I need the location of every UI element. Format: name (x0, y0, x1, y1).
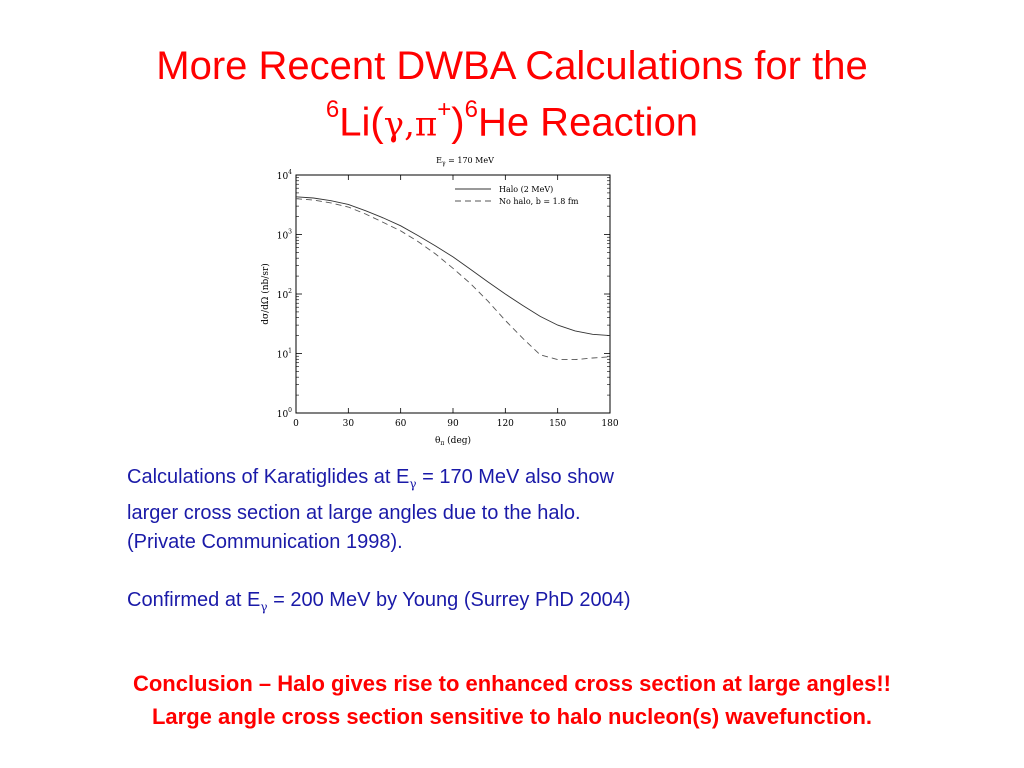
x-tick-label-60: 60 (395, 419, 407, 429)
chart-title: Eγ = 170 MeV (436, 156, 494, 167)
gamma-symbol: γ (383, 104, 405, 145)
pi-symbol: π (414, 104, 438, 145)
conclusion-text: Conclusion – Halo gives rise to enhanced… (0, 667, 1024, 733)
y-axis-label: dσ/dΩ (nb/sr) (260, 263, 271, 325)
plot-frame (295, 174, 611, 414)
confirmation-line: Confirmed at Eγ = 200 MeV by Young (Surr… (127, 589, 631, 614)
y-axis-ticks: 100 101 102 103 104 (277, 169, 610, 420)
li-mass-number: 6 (325, 96, 340, 123)
x-tick-label-0: 0 (293, 419, 299, 429)
x-tick-label-150: 150 (549, 419, 566, 429)
x-tick-label-90: 90 (447, 419, 459, 429)
he-reaction-text: He Reaction (477, 100, 699, 145)
description-text: Calculations of Karatiglides at Eγ = 170… (127, 463, 827, 622)
series-line-no-halo (295, 198, 611, 361)
chart-legend: Halo (2 MeV) No halo, b = 1.8 fm (455, 185, 579, 206)
conclusion-line1: Conclusion – Halo gives rise to enhanced… (132, 671, 891, 696)
chart-svg: Eγ = 170 MeV 0 30 60 90 120 150 180 1001011021… (260, 156, 619, 447)
y-tick-label-10: 101 (277, 348, 292, 361)
series-lines (295, 196, 611, 361)
y-tick-label-10000: 104 (277, 169, 292, 182)
x-axis-ticks: 0 30 60 90 120 150 180 (293, 175, 619, 429)
cross-section-chart: Eγ = 170 MeV 0 30 60 90 120 150 180 100 101 102 1… (255, 155, 625, 460)
gamma-subscript: γ (409, 477, 417, 491)
y-tick-label-1000: 103 (277, 229, 292, 242)
slide-title-line1: More Recent DWBA Calculations for the (156, 44, 868, 88)
legend-label-0: Halo (2 MeV) (499, 185, 553, 194)
slide-title: More Recent DWBA Calculations for the 6L… (0, 42, 1024, 148)
x-tick-label-120: 120 (497, 419, 514, 429)
gamma-subscript: γ (260, 600, 268, 614)
y-tick-label-100: 102 (277, 288, 292, 301)
series-line-halo (295, 196, 611, 337)
close-paren: ) (451, 100, 465, 145)
description-line1: Calculations of Karatiglides at Eγ = 170… (127, 466, 614, 491)
slide-title-line2: 6Li(γ,π+)6He Reaction (0, 90, 1024, 148)
description-line3: (Private Communication 1998). (127, 531, 403, 553)
y-tick-label-1: 100 (277, 407, 292, 420)
description-line2: larger cross section at large angles due… (127, 502, 581, 524)
x-tick-label-180: 180 (601, 419, 618, 429)
conclusion-line2: Large angle cross section sensitive to h… (151, 704, 873, 729)
comma-symbol: , (404, 104, 415, 145)
x-tick-label-30: 30 (343, 419, 355, 429)
he-mass-number: 6 (464, 96, 478, 123)
pi-charge: + (437, 96, 452, 123)
x-axis-label: θπ (deg) (435, 435, 471, 447)
li-symbol: Li( (339, 100, 384, 145)
legend-label-1: No halo, b = 1.8 fm (499, 197, 579, 206)
